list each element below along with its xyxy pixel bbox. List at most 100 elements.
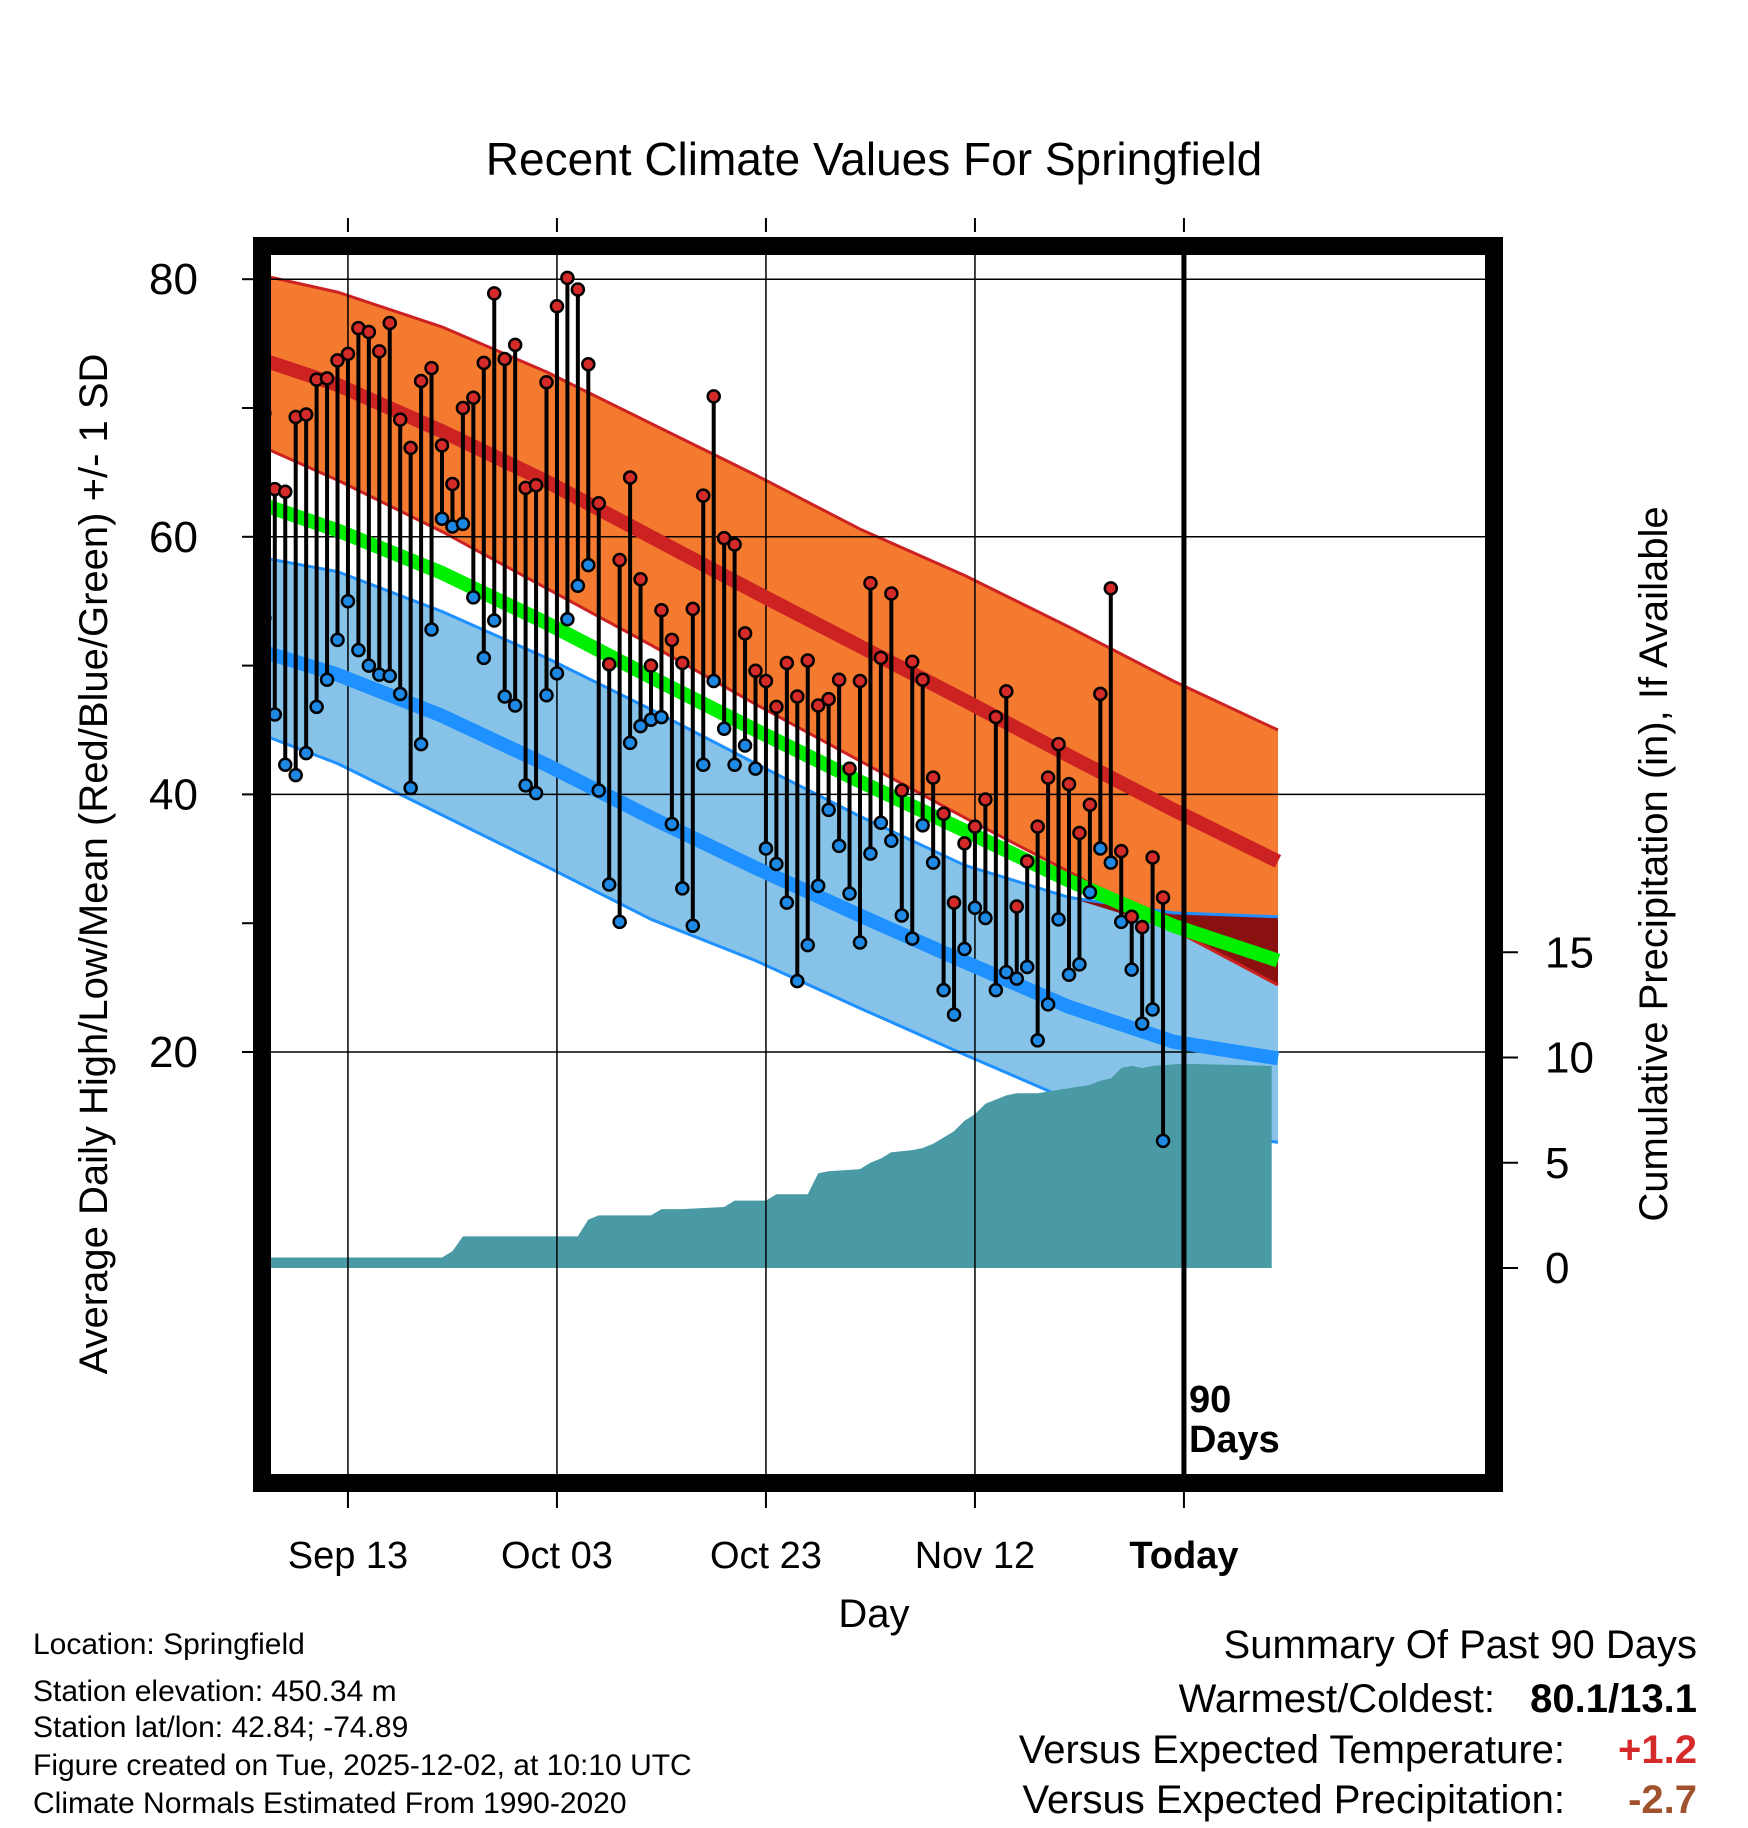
daily-low-point <box>424 622 439 637</box>
daily-low-point <box>361 658 377 673</box>
y-tick-label-right: 15 <box>1545 928 1594 977</box>
daily-low-point <box>831 838 847 854</box>
daily-low-point <box>675 881 690 896</box>
daily-high-point <box>905 654 920 669</box>
daily-high-point <box>278 484 293 499</box>
daily-low-point <box>852 935 868 950</box>
daily-low-point <box>518 778 533 793</box>
daily-high-point <box>1082 797 1098 812</box>
daily-high-point <box>298 407 314 422</box>
daily-low-point <box>403 780 418 796</box>
daily-high-point <box>1051 736 1066 752</box>
daily-low-point <box>1082 885 1098 900</box>
precip-area <box>262 1063 1272 1268</box>
daily-high-point <box>445 476 460 492</box>
daily-high-point <box>1155 890 1171 905</box>
daily-high-point <box>873 650 889 666</box>
daily-high-point <box>779 655 795 671</box>
daily-high-point <box>227 335 239 347</box>
daily-high-point <box>685 601 701 617</box>
summary-warmest-value: 80.1/13.1 <box>1530 1677 1697 1721</box>
daily-low-point <box>696 757 711 773</box>
daily-high-point <box>237 304 249 316</box>
daily-high-point <box>497 351 512 367</box>
daily-high-point <box>988 709 1004 725</box>
daily-low-point <box>455 516 471 532</box>
daily-low-point <box>497 689 512 704</box>
daily-high-point <box>831 672 847 688</box>
daily-high-point <box>340 346 356 362</box>
daily-high-point <box>319 371 335 386</box>
daily-high-point <box>622 470 638 485</box>
daily-high-point <box>925 770 941 785</box>
daily-low-point <box>779 895 795 910</box>
daily-high-point <box>612 552 627 568</box>
y-tick-label-right: 5 <box>1545 1139 1569 1188</box>
daily-low-point <box>915 818 930 833</box>
daily-high-point <box>539 374 554 390</box>
daily-high-point <box>1009 899 1024 914</box>
daily-high-point <box>790 689 805 704</box>
daily-low-point <box>601 877 617 892</box>
daily-low-point <box>758 841 774 856</box>
daily-low-point <box>476 650 492 666</box>
y-tick-label-left: 80 <box>149 255 198 304</box>
daily-low-point <box>716 721 732 736</box>
daily-low-point <box>988 982 1004 998</box>
daily-low-point <box>351 642 366 658</box>
daily-low-point <box>507 698 523 713</box>
daily-high-point <box>769 699 784 715</box>
y-tick-label-left: 40 <box>149 770 198 819</box>
summary-title: Summary Of Past 90 Days <box>1224 1623 1697 1667</box>
high-upper-edge <box>262 273 1279 732</box>
daily-low-point <box>748 761 763 776</box>
y-axis-label-left: Average Daily High/Low/Mean (Red/Blue/Gr… <box>72 354 116 1375</box>
daily-high-point <box>664 632 680 648</box>
daily-high-point <box>915 672 930 688</box>
daily-low-point <box>330 632 345 648</box>
y-tick-label-left: 60 <box>149 513 198 562</box>
footer-latlon: Station lat/lon: 42.84; -74.89 <box>33 1711 408 1744</box>
daily-high-point <box>842 761 857 776</box>
daily-low-point <box>810 878 826 894</box>
daily-low-point <box>633 718 648 734</box>
daily-high-point <box>978 792 993 807</box>
daily-high-point <box>894 783 910 798</box>
daily-high-point <box>654 602 669 618</box>
daily-low-point <box>925 855 941 870</box>
daily-low-point <box>570 578 586 593</box>
footer-location: Location: Springfield <box>33 1628 305 1661</box>
summary-temp-label: Versus Expected Temperature: <box>1019 1728 1565 1772</box>
daily-high-point <box>560 270 575 286</box>
daily-low-point <box>487 613 502 628</box>
daily-low-point <box>842 886 857 901</box>
daily-low-point <box>967 900 983 915</box>
daily-high-point <box>1019 854 1035 869</box>
daily-high-point <box>821 691 836 707</box>
daily-low-point <box>413 736 429 752</box>
daily-high-point <box>946 895 962 910</box>
y-tick-label-right: 0 <box>1545 1244 1569 1293</box>
daily-low-point <box>1093 841 1108 856</box>
daily-high-point <box>727 537 742 552</box>
daily-low-point <box>288 767 303 783</box>
daily-low-point <box>905 931 920 946</box>
daily-low-point <box>309 699 324 715</box>
daily-high-point <box>643 658 659 673</box>
daily-high-point <box>1134 919 1150 935</box>
daily-high-point <box>999 684 1014 699</box>
daily-high-point <box>737 626 753 641</box>
daily-low-point <box>466 590 481 605</box>
daily-high-point <box>1030 819 1045 834</box>
daily-low-point <box>800 937 815 953</box>
daily-low-point <box>298 745 314 761</box>
daily-high-point <box>424 360 439 376</box>
daily-low-point <box>227 608 239 620</box>
daily-low-point <box>278 757 293 773</box>
normal-high-mean-line <box>262 352 1282 868</box>
daily-low-point <box>622 735 638 751</box>
daily-low-point <box>978 910 993 926</box>
daily-low-point <box>884 833 899 849</box>
daily-low-point <box>539 687 554 703</box>
